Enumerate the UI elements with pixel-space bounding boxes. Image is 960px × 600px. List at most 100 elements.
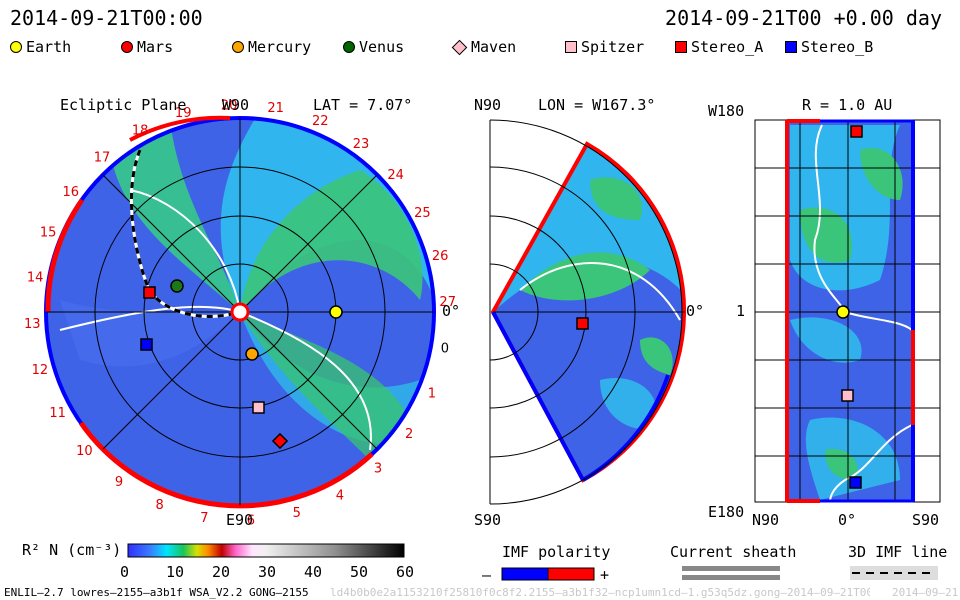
- spitzer-marker: [252, 401, 265, 414]
- colorbar-tick: 50: [350, 563, 369, 581]
- legend-label: Maven: [471, 38, 517, 56]
- legend-item-maven: Maven: [451, 38, 517, 56]
- radial-bottom-left: E180: [708, 503, 745, 521]
- footer-runid: ld4b0b0e2a1153210f25810f0c8f2.2155–a3b1f…: [330, 586, 870, 599]
- ecliptic-number: 15: [40, 226, 57, 241]
- meridional-panel: [489, 119, 687, 505]
- colorbar-tick: 60: [396, 563, 415, 581]
- ecliptic-number: 26: [432, 249, 449, 264]
- ecliptic-lat-label: LAT = 7.07°: [313, 96, 413, 114]
- circle-icon: [232, 41, 244, 53]
- ecliptic-number: 20: [221, 98, 238, 113]
- ecliptic-number: 25: [414, 206, 431, 221]
- square-icon: [675, 41, 687, 53]
- ecliptic-number: 4: [336, 488, 344, 503]
- ecliptic-number: 22: [312, 114, 329, 129]
- ecliptic-number: 14: [27, 270, 44, 285]
- current-sheath-title: Current sheath: [670, 543, 797, 561]
- ecliptic-number: 12: [32, 363, 49, 378]
- ecliptic-number: 13: [24, 317, 41, 332]
- stereo-a-meridional-marker: [576, 317, 589, 330]
- offset-title: 2014-09-21T00 +0.00 day: [665, 6, 942, 30]
- ecliptic-number: 5: [293, 506, 301, 521]
- colorbar-tick: 40: [304, 563, 323, 581]
- imf-positive-swatch: [547, 567, 595, 581]
- colorbar-tick: 0: [120, 563, 130, 581]
- venus-marker: [170, 279, 184, 293]
- legend-item-stereo-a: Stereo_A: [675, 38, 763, 56]
- mercury-marker: [245, 347, 259, 361]
- meridional-lon-label: LON = W167.3°: [538, 96, 656, 114]
- stereo-b-radial-marker: [849, 476, 862, 489]
- spitzer-radial-marker: [841, 389, 854, 402]
- mars-marker: [271, 432, 289, 450]
- imf-minus-label: –: [482, 566, 492, 584]
- circle-icon: [343, 41, 355, 53]
- ecliptic-number: 9: [115, 475, 123, 490]
- ecliptic-top-label: W90: [222, 96, 250, 114]
- meridional-top-label: N90: [474, 96, 502, 114]
- ecliptic-number: 10: [76, 444, 93, 459]
- radial-x-mid: 0°: [838, 511, 857, 529]
- legend-label: Mars: [137, 38, 174, 56]
- legend-label: Spitzer: [581, 38, 645, 56]
- ecliptic-carrington-numbers: 20 21222324252627012345678910111213141516…: [24, 98, 456, 528]
- imf-polarity-title: IMF polarity: [502, 543, 611, 561]
- colorbar-label: R² N (cm⁻³): [22, 541, 122, 559]
- legend-item-mars: Mars: [121, 38, 173, 56]
- datetime-title: 2014-09-21T00:00: [10, 6, 203, 30]
- current-sheath-swatch: [682, 566, 780, 580]
- ecliptic-number: 23: [353, 137, 370, 152]
- legend-label: Venus: [359, 38, 405, 56]
- ecliptic-number: 19: [175, 106, 192, 121]
- ecliptic-number: 7: [200, 511, 208, 526]
- ecliptic-number: 2: [405, 427, 413, 442]
- ecliptic-plane-panel: [44, 115, 436, 509]
- legend-item-earth: Earth: [10, 38, 71, 56]
- legend-item-mercury: Mercury: [232, 38, 311, 56]
- bodies: [140, 125, 863, 489]
- ecliptic-bottom-label: E90: [226, 511, 254, 529]
- legend-item-spitzer: Spitzer: [565, 38, 644, 56]
- ecliptic-number: 8: [156, 498, 164, 513]
- ecliptic-title: Ecliptic Plane: [60, 96, 187, 114]
- legend-label: Earth: [26, 38, 72, 56]
- ecliptic-number: 18: [132, 124, 149, 139]
- radial-x-left: N90: [752, 511, 780, 529]
- radial-top-left: W180: [708, 102, 745, 120]
- ecliptic-number: 6: [247, 514, 255, 529]
- earth-marker: [329, 305, 343, 319]
- square-icon: [565, 41, 577, 53]
- ecliptic-right-label: 0°: [442, 302, 461, 320]
- legend-item-venus: Venus: [343, 38, 404, 56]
- colorbar-tick: 30: [258, 563, 277, 581]
- stereo-a-radial-marker: [850, 125, 863, 138]
- meridional-right-label: 0°: [686, 302, 705, 320]
- ecliptic-number: 3: [374, 462, 382, 477]
- circle-icon: [10, 41, 22, 53]
- stereo-a-marker: [143, 286, 156, 299]
- ecliptic-number: 1: [428, 386, 436, 401]
- ecliptic-number: 21: [267, 101, 284, 116]
- meridional-bottom-label: S90: [474, 511, 502, 529]
- colorbar-tick: 10: [166, 563, 185, 581]
- radial-x-right: S90: [912, 511, 940, 529]
- legend-label: Stereo_A: [691, 38, 764, 56]
- legend-item-stereo-b: Stereo_B: [785, 38, 873, 56]
- footer-stamp: 2014–09–21: [892, 586, 959, 599]
- ecliptic-number: 11: [49, 406, 66, 421]
- stereo-b-marker: [140, 338, 153, 351]
- radial-panel: [754, 119, 941, 503]
- colorbar: [127, 543, 405, 558]
- colorbar-tick: 20: [212, 563, 231, 581]
- legend-label: Stereo_B: [801, 38, 874, 56]
- legend-label: Mercury: [248, 38, 312, 56]
- ecliptic-number: 27: [439, 295, 456, 310]
- imf-plus-label: +: [600, 566, 610, 584]
- imf-negative-swatch: [501, 567, 549, 581]
- square-icon: [785, 41, 797, 53]
- radial-r-label: R = 1.0 AU: [802, 96, 893, 114]
- radial-mid-left: 1: [736, 302, 746, 320]
- ecliptic-number: 0: [441, 342, 449, 357]
